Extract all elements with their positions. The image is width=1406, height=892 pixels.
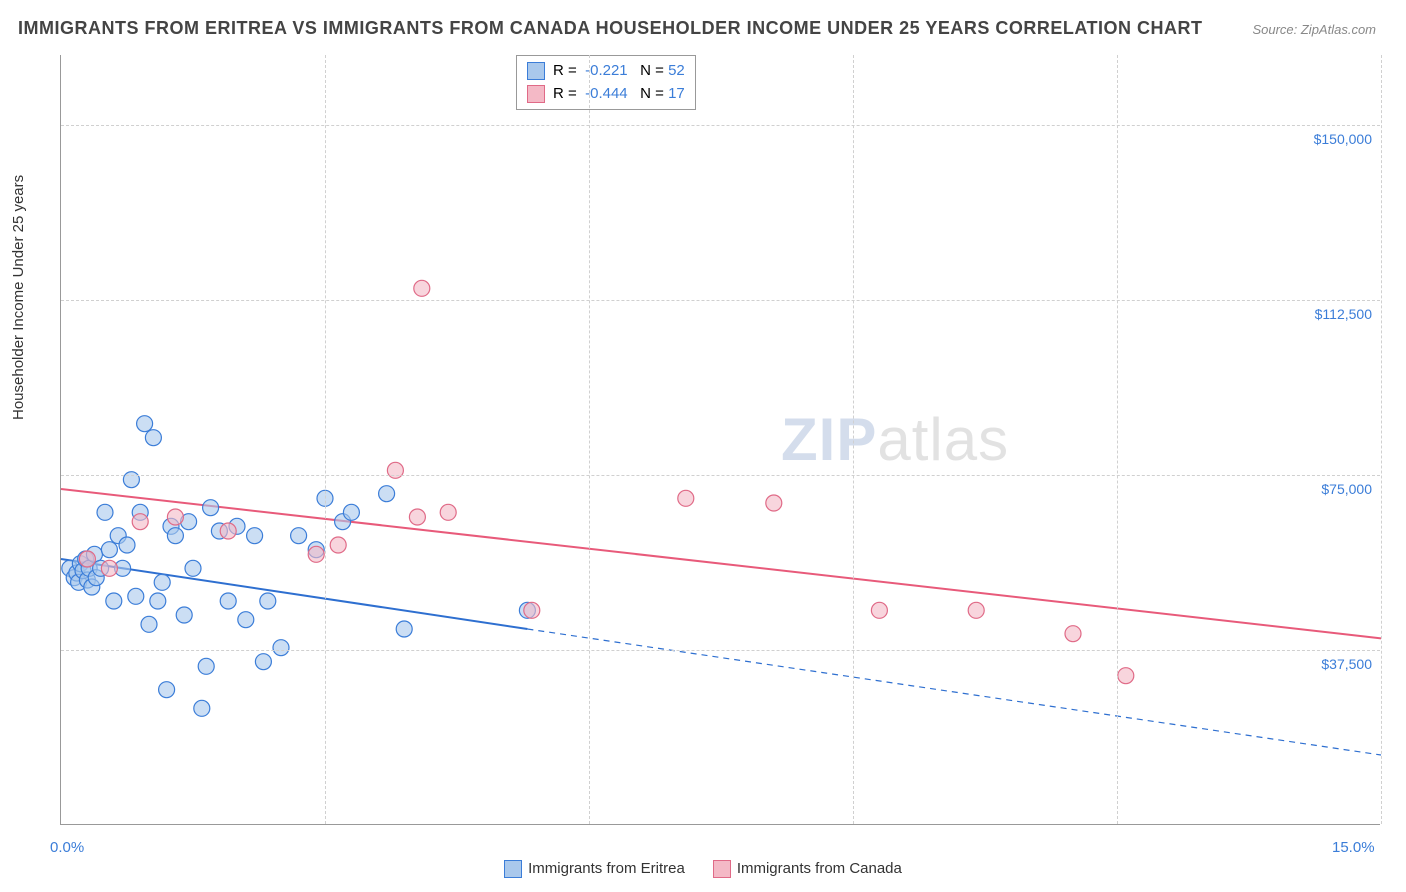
data-point: [247, 528, 263, 544]
data-point: [119, 537, 135, 553]
data-point: [308, 546, 324, 562]
data-point: [167, 528, 183, 544]
data-point: [79, 551, 95, 567]
data-point: [132, 514, 148, 530]
data-point: [128, 588, 144, 604]
data-point: [141, 616, 157, 632]
gridline-h: [61, 650, 1380, 651]
gridline-v: [853, 55, 854, 824]
stats-text: R = -0.221 N = 52: [553, 60, 685, 83]
gridline-h: [61, 475, 1380, 476]
data-point: [1118, 668, 1134, 684]
legend-bottom: Immigrants from Eritrea Immigrants from C…: [0, 860, 1406, 878]
data-point: [1065, 626, 1081, 642]
data-point: [291, 528, 307, 544]
data-point: [159, 682, 175, 698]
legend-item: Immigrants from Canada: [713, 860, 902, 877]
stats-row: R = -0.221 N = 52: [527, 60, 685, 83]
data-point: [167, 509, 183, 525]
legend-swatch: [504, 860, 522, 878]
data-point: [871, 602, 887, 618]
data-point: [379, 486, 395, 502]
data-point: [273, 640, 289, 656]
data-point: [255, 654, 271, 670]
data-point: [220, 523, 236, 539]
data-point: [145, 430, 161, 446]
data-point: [330, 537, 346, 553]
data-point: [106, 593, 122, 609]
data-point: [194, 700, 210, 716]
data-point: [198, 658, 214, 674]
gridline-v: [1117, 55, 1118, 824]
data-point: [968, 602, 984, 618]
series-swatch: [527, 85, 545, 103]
series-swatch: [527, 62, 545, 80]
trend-line: [61, 489, 1381, 638]
data-point: [766, 495, 782, 511]
x-label-left: 0.0%: [50, 839, 84, 856]
source-label: Source: ZipAtlas.com: [1252, 22, 1376, 37]
stats-row: R = -0.444 N = 17: [527, 83, 685, 106]
data-point: [238, 612, 254, 628]
chart-svg: [61, 55, 1380, 824]
legend-item: Immigrants from Eritrea: [504, 860, 685, 877]
trend-line-dashed: [527, 629, 1381, 755]
plot-area: ZIPatlas R = -0.221 N = 52R = -0.444 N =…: [60, 55, 1380, 825]
chart-title: IMMIGRANTS FROM ERITREA VS IMMIGRANTS FR…: [18, 18, 1203, 39]
data-point: [154, 574, 170, 590]
data-point: [220, 593, 236, 609]
stats-text: R = -0.444 N = 17: [553, 83, 685, 106]
gridline-v: [1381, 55, 1382, 824]
gridline-v: [325, 55, 326, 824]
y-tick-label: $150,000: [1292, 131, 1372, 147]
y-tick-label: $112,500: [1292, 306, 1372, 322]
data-point: [185, 560, 201, 576]
data-point: [150, 593, 166, 609]
gridline-h: [61, 300, 1380, 301]
data-point: [678, 490, 694, 506]
y-tick-label: $37,500: [1292, 656, 1372, 672]
data-point: [440, 504, 456, 520]
data-point: [97, 504, 113, 520]
data-point: [414, 280, 430, 296]
legend-label: Immigrants from Eritrea: [528, 860, 685, 877]
gridline-h: [61, 125, 1380, 126]
data-point: [101, 542, 117, 558]
y-tick-label: $75,000: [1292, 481, 1372, 497]
gridline-v: [589, 55, 590, 824]
x-label-right: 15.0%: [1332, 839, 1375, 856]
data-point: [101, 560, 117, 576]
data-point: [176, 607, 192, 623]
data-point: [203, 500, 219, 516]
data-point: [137, 416, 153, 432]
data-point: [524, 602, 540, 618]
legend-swatch: [713, 860, 731, 878]
y-axis-title: Householder Income Under 25 years: [10, 175, 27, 420]
legend-label: Immigrants from Canada: [737, 860, 902, 877]
data-point: [409, 509, 425, 525]
data-point: [396, 621, 412, 637]
data-point: [343, 504, 359, 520]
stats-box: R = -0.221 N = 52R = -0.444 N = 17: [516, 55, 696, 110]
data-point: [260, 593, 276, 609]
